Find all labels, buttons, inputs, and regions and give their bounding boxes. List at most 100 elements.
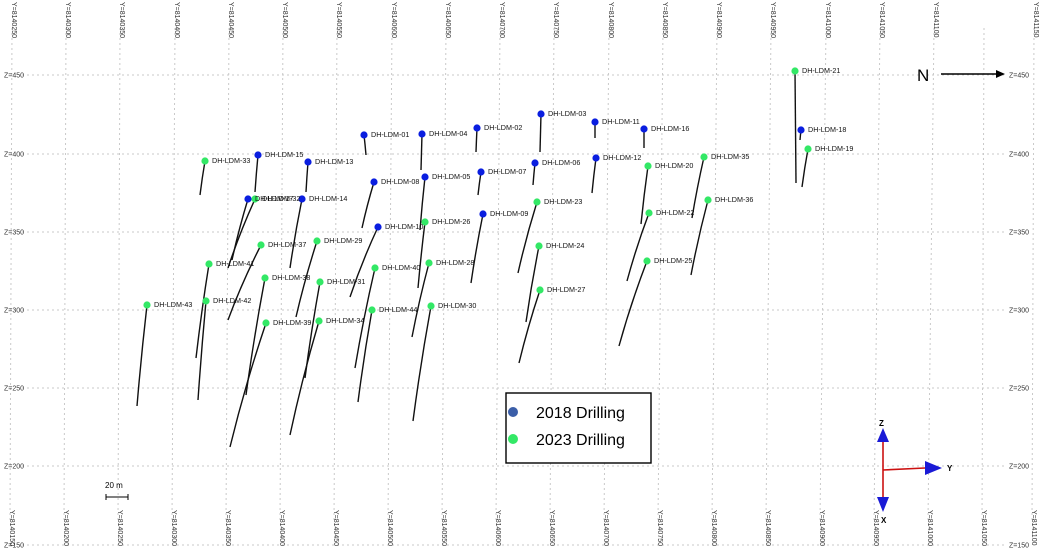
drillhole-collar[interactable]: [425, 259, 433, 267]
y-tick-label-bottom: Y=8140300: [170, 510, 177, 546]
drillhole-collar[interactable]: [533, 198, 541, 206]
drillhole-collar[interactable]: [418, 130, 426, 138]
drillhole-label: DH-LDM-32: [262, 194, 300, 203]
drillhole-collar[interactable]: [313, 237, 321, 245]
drillhole-label: DH-LDM-20: [655, 161, 693, 170]
drillhole-collar[interactable]: [591, 118, 599, 126]
y-tick-label-bottom: Y=8140600: [494, 510, 501, 546]
drillhole-collar[interactable]: [421, 173, 429, 181]
drillhole-label: DH-LDM-22: [656, 208, 694, 217]
y-tick-label-top: Y=8140600: [390, 2, 397, 38]
drillhole-label: DH-LDM-14: [309, 194, 347, 203]
drillhole-collar[interactable]: [316, 278, 324, 286]
drillhole-collar[interactable]: [700, 153, 708, 161]
drillhole-trace: [794, 70, 797, 184]
drillhole-collar[interactable]: [368, 306, 376, 314]
drillhole-collar[interactable]: [370, 178, 378, 186]
y-tick-label-bottom: Y=8141000: [926, 510, 933, 546]
drillhole-collar[interactable]: [536, 286, 544, 294]
y-tick-label-top: Y=8140900: [715, 2, 722, 38]
grid-line-y: [1031, 27, 1035, 521]
drillhole-collar[interactable]: [254, 151, 262, 159]
y-tick-label-bottom: Y=8140200: [62, 510, 69, 546]
drillhole-collars: [143, 67, 812, 327]
drillhole-collar[interactable]: [643, 257, 651, 265]
drillhole-collar[interactable]: [304, 158, 312, 166]
drillhole-collar[interactable]: [261, 274, 269, 282]
drillhole-collar[interactable]: [477, 168, 485, 176]
drillhole-label: DH-LDM-16: [651, 124, 689, 133]
drillhole-trace: [626, 212, 650, 282]
drillhole-collar[interactable]: [704, 196, 712, 204]
triad-x-label: X: [881, 516, 887, 525]
drillhole-collar[interactable]: [592, 154, 600, 162]
drillhole-collar[interactable]: [257, 241, 265, 249]
drillhole-collar[interactable]: [804, 145, 812, 153]
drillhole-label: DH-LDM-38: [272, 273, 310, 282]
legend-2023-label: 2023 Drilling: [536, 432, 625, 449]
drillhole-collar[interactable]: [371, 264, 379, 272]
drillhole-trace: [197, 300, 207, 401]
grid-line-y: [63, 27, 67, 521]
drillhole-collar[interactable]: [205, 260, 213, 268]
drillhole-collar[interactable]: [479, 210, 487, 218]
drillhole-trace: [229, 322, 267, 448]
y-tick-label-bottom: Y=8140400: [278, 510, 285, 546]
drillhole-collar[interactable]: [298, 195, 306, 203]
drillhole-collar[interactable]: [251, 195, 259, 203]
z-tick-label-left: Z=400: [4, 152, 24, 159]
drillhole-collar[interactable]: [535, 242, 543, 250]
drillhole-collar[interactable]: [262, 319, 270, 327]
scale-label: 20 m: [105, 481, 123, 490]
drillhole-collar[interactable]: [645, 209, 653, 217]
drillhole-collar[interactable]: [644, 162, 652, 170]
triad-z-arrow-icon: [877, 428, 889, 442]
drillhole-collar[interactable]: [143, 301, 151, 309]
drillhole-trace: [227, 244, 262, 321]
drillhole-label: DH-LDM-03: [548, 109, 586, 118]
y-tick-label-bottom: Y=8141100: [1030, 510, 1037, 546]
legend-box: [505, 392, 652, 464]
drillhole-label: DH-LDM-34: [326, 316, 364, 325]
drillhole-collar[interactable]: [244, 195, 252, 203]
z-tick-label-left: Z=450: [4, 73, 24, 80]
drillhole-collar[interactable]: [201, 157, 209, 165]
grid-line-y: [765, 27, 772, 521]
drillhole-trace: [470, 213, 484, 284]
drillhole-trace: [417, 221, 426, 289]
drillhole-label: DH-LDM-15: [265, 150, 303, 159]
drillhole-collar[interactable]: [531, 159, 539, 167]
y-tick-label-top: Y=8140300: [64, 2, 71, 38]
triad-y-label: Y: [947, 464, 953, 473]
drillhole-label: DH-LDM-04: [429, 129, 467, 138]
axis-tick-labels: Z=450 Z=450 Z=400 Z=400 Z=350 Z=350 Z=300 Z=300…: [4, 2, 1039, 550]
drillhole-collar[interactable]: [315, 317, 323, 325]
drillhole-traces: [136, 70, 809, 448]
y-tick-label-bottom: Y=8140350: [224, 510, 231, 546]
drillhole-collar[interactable]: [797, 126, 805, 134]
drillhole-collar[interactable]: [537, 110, 545, 118]
drillhole-label: DH-LDM-05: [432, 172, 470, 181]
drillhole-collar[interactable]: [791, 67, 799, 75]
legend-2018-label: 2018 Drilling: [536, 405, 625, 422]
drillhole-label: DH-LDM-09: [490, 209, 528, 218]
drillhole-trace: [518, 289, 541, 364]
drillhole-label: DH-LDM-10: [385, 222, 423, 231]
y-tick-label-top: Y=8141100: [932, 2, 939, 38]
drillhole-label: DH-LDM-24: [546, 241, 584, 250]
drillhole-collar[interactable]: [374, 223, 382, 231]
drillhole-collar[interactable]: [640, 125, 648, 133]
drillhole-collar[interactable]: [202, 297, 210, 305]
z-tick-label-left: Z=300: [4, 308, 24, 315]
y-tick-label-bottom: Y=8140800: [710, 510, 717, 546]
drillhole-collar[interactable]: [473, 124, 481, 132]
drillhole-label: DH-LDM-26: [432, 217, 470, 226]
grid-line-y: [171, 27, 176, 521]
y-tick-label-top: Y=8140950: [769, 2, 776, 38]
drillhole-label: DH-LDM-17: [255, 194, 293, 203]
z-tick-label-left: Z=200: [4, 464, 24, 471]
drillhole-collar[interactable]: [421, 218, 429, 226]
drillhole-collar[interactable]: [360, 131, 368, 139]
y-tick-label-top: Y=8140350: [118, 2, 125, 38]
drillhole-collar[interactable]: [427, 302, 435, 310]
